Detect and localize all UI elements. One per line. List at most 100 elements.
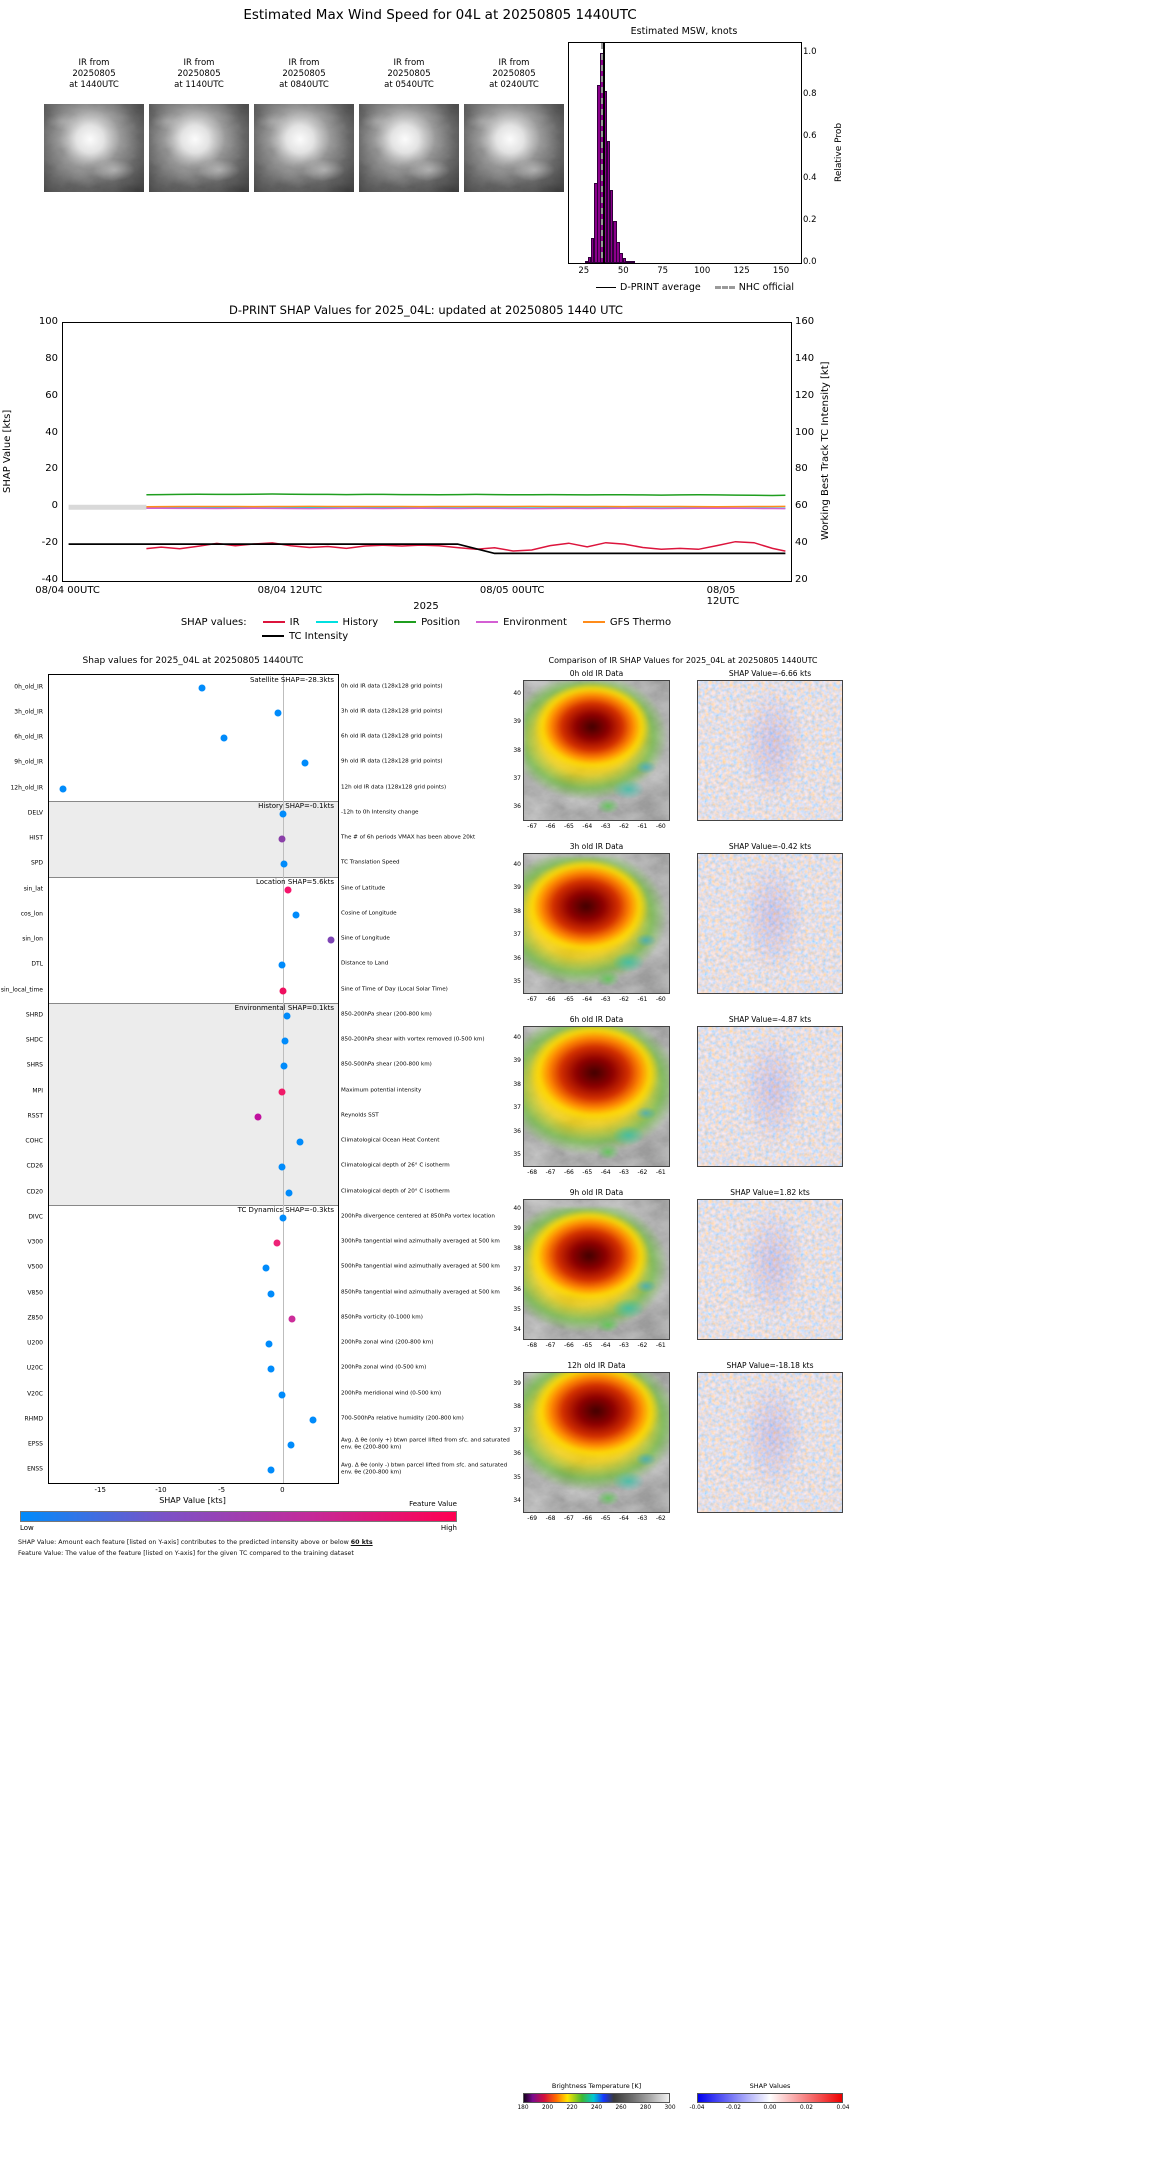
feature-description: 300hPa tangential wind azimuthally avera… bbox=[341, 1238, 500, 1245]
feature-name-label: cos_lon bbox=[20, 910, 43, 918]
histogram-bar bbox=[625, 260, 630, 263]
footnote-text: SHAP Value: Amount each feature [listed … bbox=[18, 1539, 351, 1546]
feature-description: 200hPa divergence centered at 850hPa vor… bbox=[341, 1213, 495, 1220]
colorbar-tick-label: 180 bbox=[517, 2105, 529, 2111]
ir-thumbnail: IR from 20250805 at 1140UTC bbox=[149, 58, 249, 192]
ir-satellite-image bbox=[44, 104, 144, 192]
shap-dot-shdc bbox=[281, 1037, 289, 1045]
axis-tick-label: 100 bbox=[38, 316, 58, 327]
latitude-tick-label: 39 bbox=[513, 1057, 521, 1065]
ir-thumbnail-label-line: IR from bbox=[393, 58, 425, 68]
line-swatch-icon bbox=[262, 635, 284, 637]
timeseries-x-axis-label: 2025 bbox=[413, 601, 439, 612]
feature-description: 850hPa tangential wind azimuthally avera… bbox=[341, 1289, 500, 1296]
feature-name-label: CD26 bbox=[26, 1162, 43, 1170]
ir-data-title: 0h old IR Data bbox=[569, 669, 624, 678]
longitude-tick-label: -63 bbox=[600, 996, 611, 1003]
ir-speckle bbox=[524, 1027, 669, 1166]
ir-thumbnail-label: IR from 20250805 at 0540UTC bbox=[359, 58, 459, 104]
feature-plot-title: Shap values for 2025_04L at 20250805 144… bbox=[82, 656, 304, 666]
page-title: Estimated Max Wind Speed for 04L at 2025… bbox=[243, 7, 637, 23]
longitude-tick-label: -66 bbox=[582, 1515, 593, 1522]
ir-data-image bbox=[523, 853, 670, 994]
shap-dot-v300 bbox=[273, 1239, 281, 1247]
shap-dot-divc bbox=[279, 1214, 287, 1222]
shap-value-title: SHAP Value=-0.42 kts bbox=[728, 842, 812, 851]
longitude-tick-label: -63 bbox=[619, 1169, 629, 1176]
shap-dot-u20c bbox=[267, 1365, 275, 1373]
axis-tick-label: 0 bbox=[280, 1486, 285, 1494]
feature-group-band-location bbox=[49, 877, 338, 1004]
axis-tick-label: 40 bbox=[45, 426, 58, 438]
feature-description: Maximum potential intensity bbox=[341, 1087, 422, 1094]
latitude-tick-label: 37 bbox=[513, 1265, 521, 1273]
latitude-tick-label: 40 bbox=[513, 860, 521, 868]
feature-plot-x-axis-label: SHAP Value [kts] bbox=[159, 1496, 226, 1505]
legend-row: SHAP values: IR History Position Environment… bbox=[62, 617, 790, 628]
latitude-tick-label: 38 bbox=[513, 1080, 521, 1088]
comparison-rows: 0h old IR Data 40 39 38 37 36 -67 -66 -65 -64 -63-… bbox=[513, 655, 955, 1555]
feature-name-label: SHRS bbox=[26, 1061, 43, 1069]
feature-name-label: MPI bbox=[32, 1087, 43, 1095]
axis-tick-label: 0.2 bbox=[803, 215, 817, 226]
feature-name-label: DTL bbox=[31, 960, 43, 968]
feature-description: Climatological Ocean Heat Content bbox=[341, 1137, 440, 1144]
shap-value-footnote: SHAP Value: Amount each feature [listed … bbox=[18, 1539, 488, 1546]
latitude-tick-label: 39 bbox=[513, 1225, 521, 1233]
histogram-bar bbox=[631, 261, 636, 263]
shap-dot-shrd bbox=[283, 1012, 291, 1020]
axis-tick-label: 1.0 bbox=[803, 47, 817, 58]
shap-dot-3h_old_ir bbox=[274, 709, 282, 717]
shap-dot-shrs bbox=[280, 1062, 288, 1070]
shap-dot-epss bbox=[287, 1441, 295, 1449]
feature-group-shap-label: History SHAP=-0.1kts bbox=[258, 802, 334, 811]
longitude-tick-label: -67 bbox=[564, 1515, 574, 1522]
ir-data-title: 6h old IR Data bbox=[569, 1015, 624, 1024]
latitude-tick-label: 35 bbox=[513, 978, 521, 986]
feature-description: The # of 6h periods VMAX has been above … bbox=[341, 834, 476, 841]
latitude-tick-label: 38 bbox=[513, 1245, 521, 1253]
feature-name-label: sin_lon bbox=[22, 935, 43, 943]
shap-values-colorbar-ticks: -0.04 -0.02 0.00 0.02 0.04 bbox=[690, 2105, 850, 2115]
feature-name-label: V20C bbox=[27, 1390, 43, 1398]
latitude-tick-label: 37 bbox=[513, 931, 521, 939]
feature-group-shap-label: TC Dynamics SHAP=-0.3kts bbox=[237, 1206, 334, 1215]
feature-description: 700-500hPa relative humidity (200-800 km… bbox=[341, 1415, 464, 1422]
legend-item-ir: IR bbox=[262, 617, 300, 628]
feature-description: Sine of Time of Day (Local Solar Time) bbox=[341, 986, 448, 993]
shap-value-image bbox=[697, 1372, 843, 1513]
ir-satellite-image bbox=[359, 104, 459, 192]
dashed-line-icon bbox=[714, 286, 735, 289]
feature-value-colorbar-label: Feature Value bbox=[409, 1500, 457, 1508]
axis-tick-label: 08/04 00UTC bbox=[35, 585, 100, 596]
legend-label: Position bbox=[421, 617, 461, 628]
feature-description: Cosine of Longitude bbox=[341, 910, 397, 917]
timeseries-right-axis-label: Working Best Track TC Intensity [kt] bbox=[820, 361, 831, 541]
latitude-tick-label: 36 bbox=[513, 802, 521, 810]
feature-value-footnote: Feature Value: The value of the feature … bbox=[18, 1550, 354, 1557]
histogram-y-axis: 1.0 0.8 0.6 0.4 0.2 0.0 bbox=[803, 42, 829, 267]
feature-name-label: RSST bbox=[27, 1112, 43, 1120]
feature-description: 0h old IR data (128x128 grid points) bbox=[341, 683, 443, 690]
shap-dot-0h_old_ir bbox=[198, 684, 206, 692]
feature-group-shap-label: Satellite SHAP=-28.3kts bbox=[249, 676, 334, 684]
feature-description: Climatological depth of 26° C isotherm bbox=[341, 1163, 450, 1170]
feature-description: 200hPa meridional wind (0-500 km) bbox=[341, 1390, 442, 1397]
colorbar-tick-label: 0.00 bbox=[763, 2105, 777, 2111]
axis-tick-label: 50 bbox=[617, 266, 629, 276]
colorbar-low-label: Low bbox=[20, 1524, 34, 1532]
feature-description: 500hPa tangential wind azimuthally avera… bbox=[341, 1264, 500, 1271]
feature-description: Sine of Latitude bbox=[341, 885, 386, 892]
axis-tick-label: 20 bbox=[795, 574, 808, 585]
ir-data-image bbox=[523, 1026, 670, 1167]
feature-description: 200hPa zonal wind (200-800 km) bbox=[341, 1339, 434, 1346]
comparison-title: Comparison of IR SHAP Values for 2025_04… bbox=[548, 656, 818, 665]
feature-description: 850-500hPa shear (200-800 km) bbox=[341, 1062, 432, 1069]
ir-speckle bbox=[524, 854, 669, 993]
longitude-tick-label: -64 bbox=[582, 996, 593, 1003]
feature-group-band-satellite bbox=[49, 675, 338, 801]
longitude-tick-label: -62 bbox=[619, 996, 629, 1003]
ir-thumbnail-strip: IR from 20250805 at 1440UTC IR from 2025… bbox=[44, 58, 568, 192]
longitude-tick-label: -67 bbox=[527, 823, 538, 830]
ir-thumbnail-label-line: IR from bbox=[288, 58, 320, 68]
